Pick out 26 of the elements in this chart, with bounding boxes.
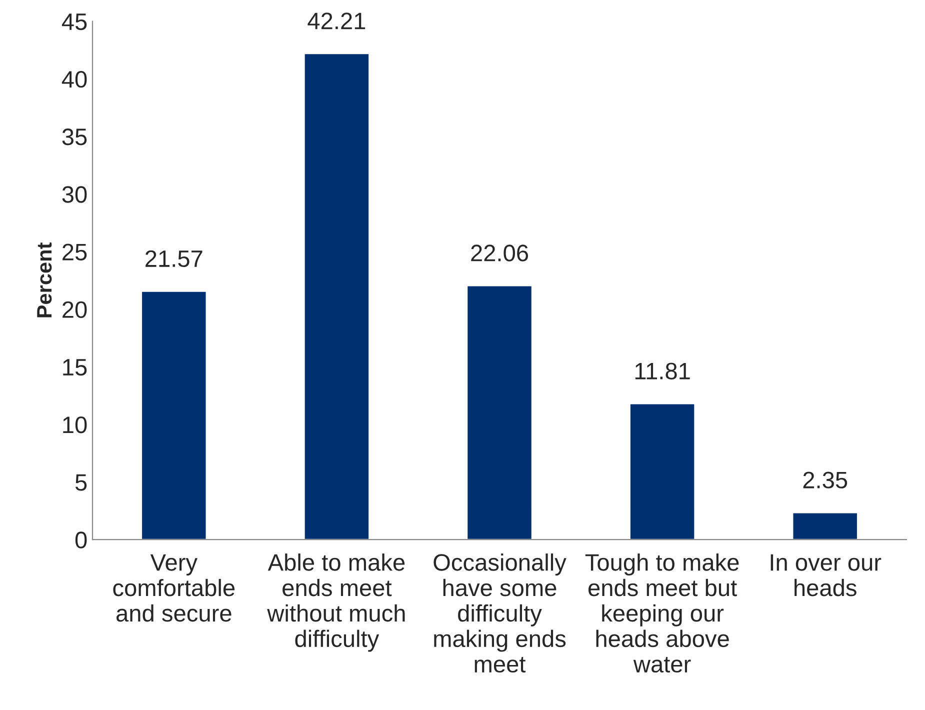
- y-axis-title: Percent: [37, 242, 52, 318]
- y-tick-label: 45: [62, 14, 87, 30]
- y-tick-label: 20: [62, 301, 87, 318]
- bar: [466, 284, 533, 540]
- y-tick-label: 35: [62, 128, 87, 146]
- y-tick-label: 40: [62, 70, 87, 88]
- x-tick-label: Tough to make ends meet but keeping our heads above water: [585, 553, 739, 673]
- y-tick-label: 5: [75, 474, 87, 491]
- data-label: 42.21: [308, 12, 366, 30]
- x-tick-label: In over our heads: [770, 554, 882, 596]
- bar: [303, 52, 370, 540]
- x-tick-label: Occasionally have some difficulty making ends meet: [434, 553, 566, 673]
- y-tick-label: 25: [62, 244, 87, 260]
- y-tick-label: 15: [63, 359, 87, 376]
- y-tick-label: 0: [75, 532, 87, 548]
- y-tick-label: 30: [62, 186, 87, 203]
- bar: [792, 512, 858, 540]
- data-label: 21.57: [146, 250, 202, 268]
- data-label: 11.81: [635, 362, 690, 380]
- y-tick-label: 10: [63, 416, 87, 434]
- data-label: 22.06: [471, 244, 528, 262]
- bar: [140, 290, 208, 540]
- data-label: 2.35: [803, 472, 848, 488]
- bar: [629, 402, 696, 540]
- x-tick-label: Able to make ends meet without much difficulty: [267, 553, 405, 652]
- x-tick-label: Very comfortable and secure: [113, 554, 235, 622]
